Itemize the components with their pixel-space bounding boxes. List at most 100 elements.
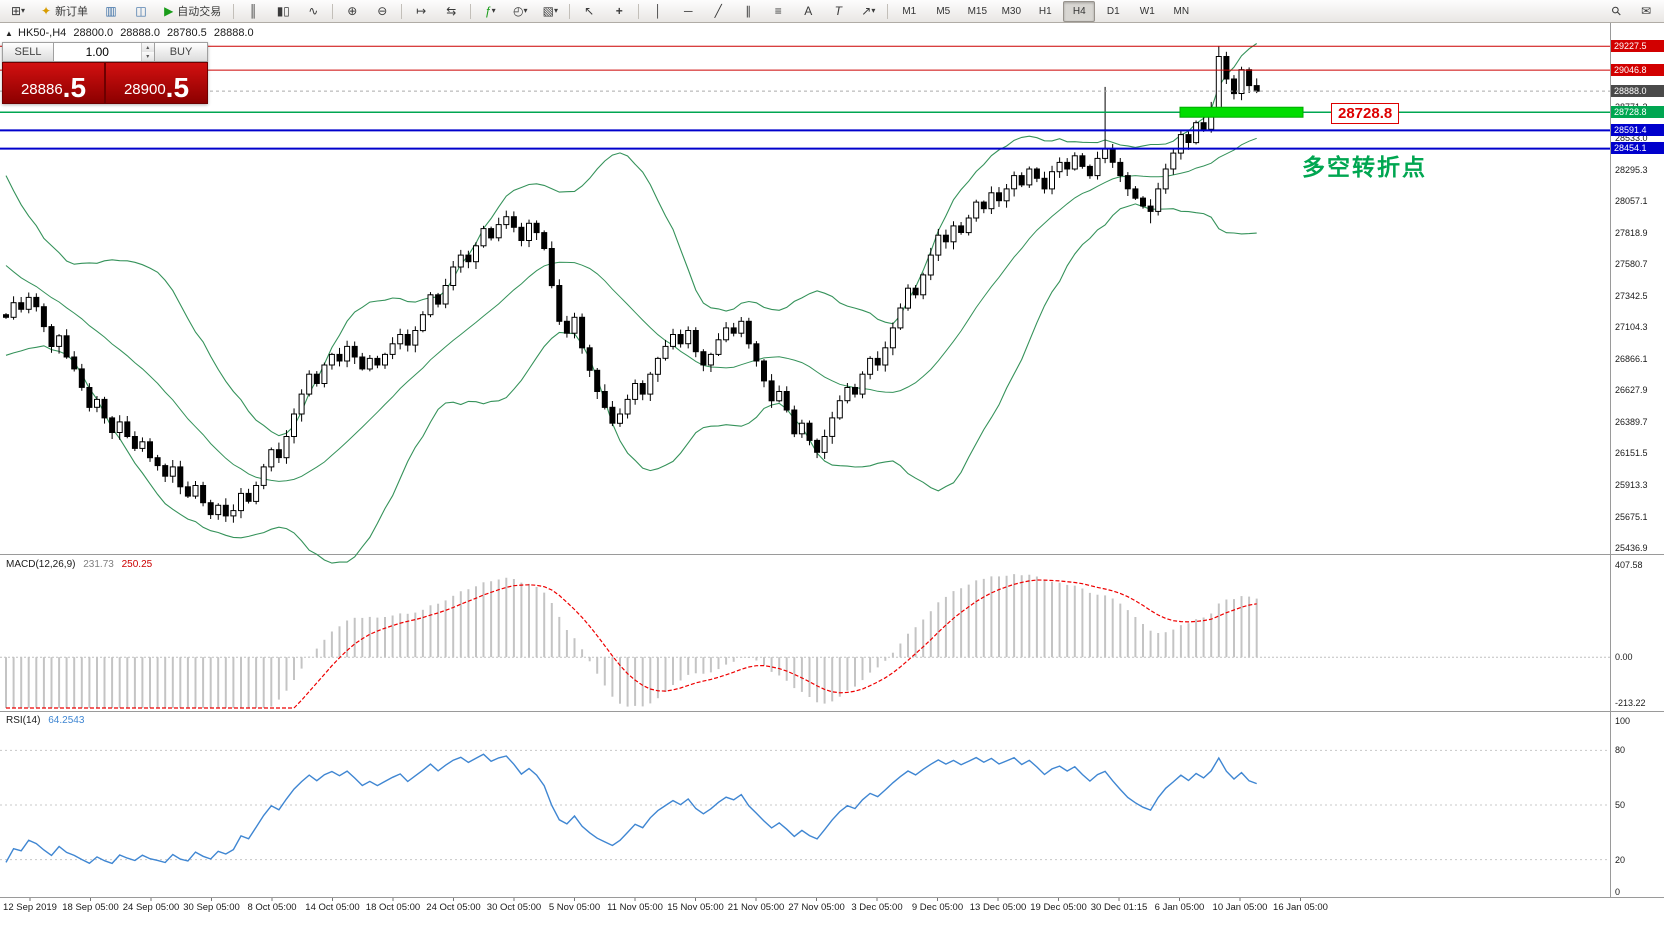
time-axis-label: 30 Sep 05:00 [183,902,240,913]
channel-button[interactable]: ∥ [734,1,762,22]
toolbar-separator [401,3,403,19]
sell-price-main: 28886 [20,81,63,98]
toolbar-separator [470,3,472,19]
volume-up-icon[interactable]: ▴ [141,43,154,52]
time-axis-label: 3 Dec 05:00 [851,902,903,913]
timeframe-W1-button[interactable]: W1 [1139,5,1155,17]
time-axis-label: 18 Oct 05:00 [365,902,421,913]
sell-button[interactable]: SELL [2,42,54,62]
channel-icon: ∥ [745,4,752,18]
fibonacci-button[interactable]: ≡ [764,1,792,22]
price-axis-tag: 28888.0 [1611,84,1664,97]
volume-down-icon[interactable]: ▾ [141,52,154,61]
chart-close-value: 28888.0 [213,27,254,39]
toolbar: ⊞ ▾ ✦ 新订单 ▥ ◫ ▶ 自动交易 ║ ▮▯ ∿ ⊕ ⊖ ↦ ⇆ ƒ ▾ ◴ ▾ ▧… [0,0,1664,23]
time-axis-label: 19 Dec 05:00 [1030,902,1087,913]
collapse-one-click-icon[interactable]: ▲ [5,29,13,38]
buy-price-main: 28900 [123,81,166,98]
price-axis-label: 27342.5 [1615,290,1648,301]
trendline-button[interactable]: ╱ [704,1,732,22]
rsi-axis-label: 20 [1615,854,1626,865]
timeframe-H1-button[interactable]: H1 [1038,5,1052,17]
macd-name: MACD(12,26,9) [6,559,76,570]
macd-axis-label: -213.22 [1615,698,1646,708]
price-axis-tag: 28591.4 [1611,123,1664,136]
periods-button[interactable]: ◴ ▾ [506,1,534,22]
buy-price-panel[interactable]: 28900 .5 [105,62,208,104]
auto-scroll-button[interactable]: ↦ [407,1,435,22]
new-chart-button[interactable]: ⊞ ▾ [4,1,32,22]
price-axis-label: 25675.1 [1615,511,1648,522]
buy-button[interactable]: BUY [154,42,208,62]
new-order-label: 新订单 [55,6,89,18]
label-tool-button[interactable]: T [824,1,852,22]
bar-chart-icon: ║ [249,4,258,18]
zoom-out-button[interactable]: ⊖ [368,1,396,22]
toolbar-separator [233,3,235,19]
rsi-value: 64.2543 [48,715,85,726]
price-axis-tag: 29227.5 [1611,39,1664,52]
price-axis-label: 26866.1 [1615,353,1648,364]
time-axis-label: 13 Dec 05:00 [969,902,1027,913]
depth-of-market-button[interactable]: ▥ [97,1,125,22]
templates-button[interactable]: ▧ ▾ [536,1,564,22]
timeframe-M30-button[interactable]: M30 [1001,5,1022,17]
new-chart-icon: ⊞ [10,4,22,18]
crosshair-button[interactable]: + [605,1,633,22]
bar-chart-button[interactable]: ║ [239,1,267,22]
label-tool-icon: T [834,4,842,18]
chevron-down-icon: ▾ [491,6,496,15]
chevron-down-icon: ▾ [553,6,558,15]
price-axis-tag: 28728.8 [1611,105,1664,118]
sell-price-panel[interactable]: 28886 .5 [2,62,105,104]
line-chart-button[interactable]: ∿ [299,1,327,22]
timeframe-D1-button[interactable]: D1 [1106,5,1120,17]
rsi-axis-label: 80 [1615,745,1626,756]
crosshair-icon: + [615,4,623,18]
cursor-button[interactable]: ↖ [575,1,603,22]
autotrading-button[interactable]: ▶ 自动交易 [157,1,228,22]
macd-axis-label: 407.58 [1615,560,1643,570]
autotrading-label: 自动交易 [177,6,222,18]
time-axis-label: 5 Nov 05:00 [548,902,601,913]
hline-price-label[interactable]: 28728.8 [1331,103,1400,124]
new-order-button[interactable]: ✦ 新订单 [34,1,95,22]
zoom-in-button[interactable]: ⊕ [338,1,366,22]
timeframe-H4-button[interactable]: H4 [1063,0,1096,22]
chart-shift-button[interactable]: ⇆ [437,1,465,22]
horizontal-line-icon: ─ [684,4,693,18]
time-axis-label: 8 Oct 05:00 [247,902,297,913]
price-axis-label: 26151.5 [1615,448,1648,459]
timeframe-group: M1 M5 M15 M30 H1 H4 D1 W1 MN [892,0,1198,22]
chevron-down-icon: ▾ [523,6,528,15]
toolbar-separator [887,3,889,19]
vertical-line-icon: │ [654,4,663,18]
timeframe-M15-button[interactable]: M15 [967,5,988,17]
search-icon: ⚲ [1607,2,1625,20]
search-button[interactable]: ⚲ [1602,1,1630,22]
price-axis-label: 27104.3 [1615,322,1648,333]
text-tool-button[interactable]: A [794,1,822,22]
horizontal-line-button[interactable]: ─ [674,1,702,22]
vertical-line-button[interactable]: │ [644,1,672,22]
time-axis-label: 24 Oct 05:00 [426,902,481,913]
candlestick-chart-button[interactable]: ▮▯ [269,1,297,22]
depth-of-market-icon: ▥ [105,4,117,18]
timeframe-MN-button[interactable]: MN [1173,5,1190,17]
notifications-button[interactable]: ✉ [1632,1,1660,22]
one-click-trading-panel: SELL ▴ ▾ BUY 28886 .5 28900 .5 [2,42,208,104]
indicators-button[interactable]: ƒ ▾ [476,1,504,22]
arrows-tool-button[interactable]: ↗ ▾ [854,1,882,22]
chart-annotation-text[interactable]: 多空转折点 [1302,154,1427,180]
data-window-button[interactable]: ◫ [127,1,155,22]
timeframe-M1-button[interactable]: M1 [902,5,917,17]
timeframe-M5-button[interactable]: M5 [936,5,951,17]
chart-window[interactable]: ▲ HK50-,H4 28800.0 28888.0 28780.5 28888… [0,22,1664,944]
data-window-icon: ◫ [135,4,147,18]
volume-input[interactable] [54,43,141,61]
price-axis-label: 26627.9 [1615,385,1648,396]
macd-axis-label: 0.00 [1615,652,1633,663]
volume-stepper: ▴ ▾ [140,43,154,61]
